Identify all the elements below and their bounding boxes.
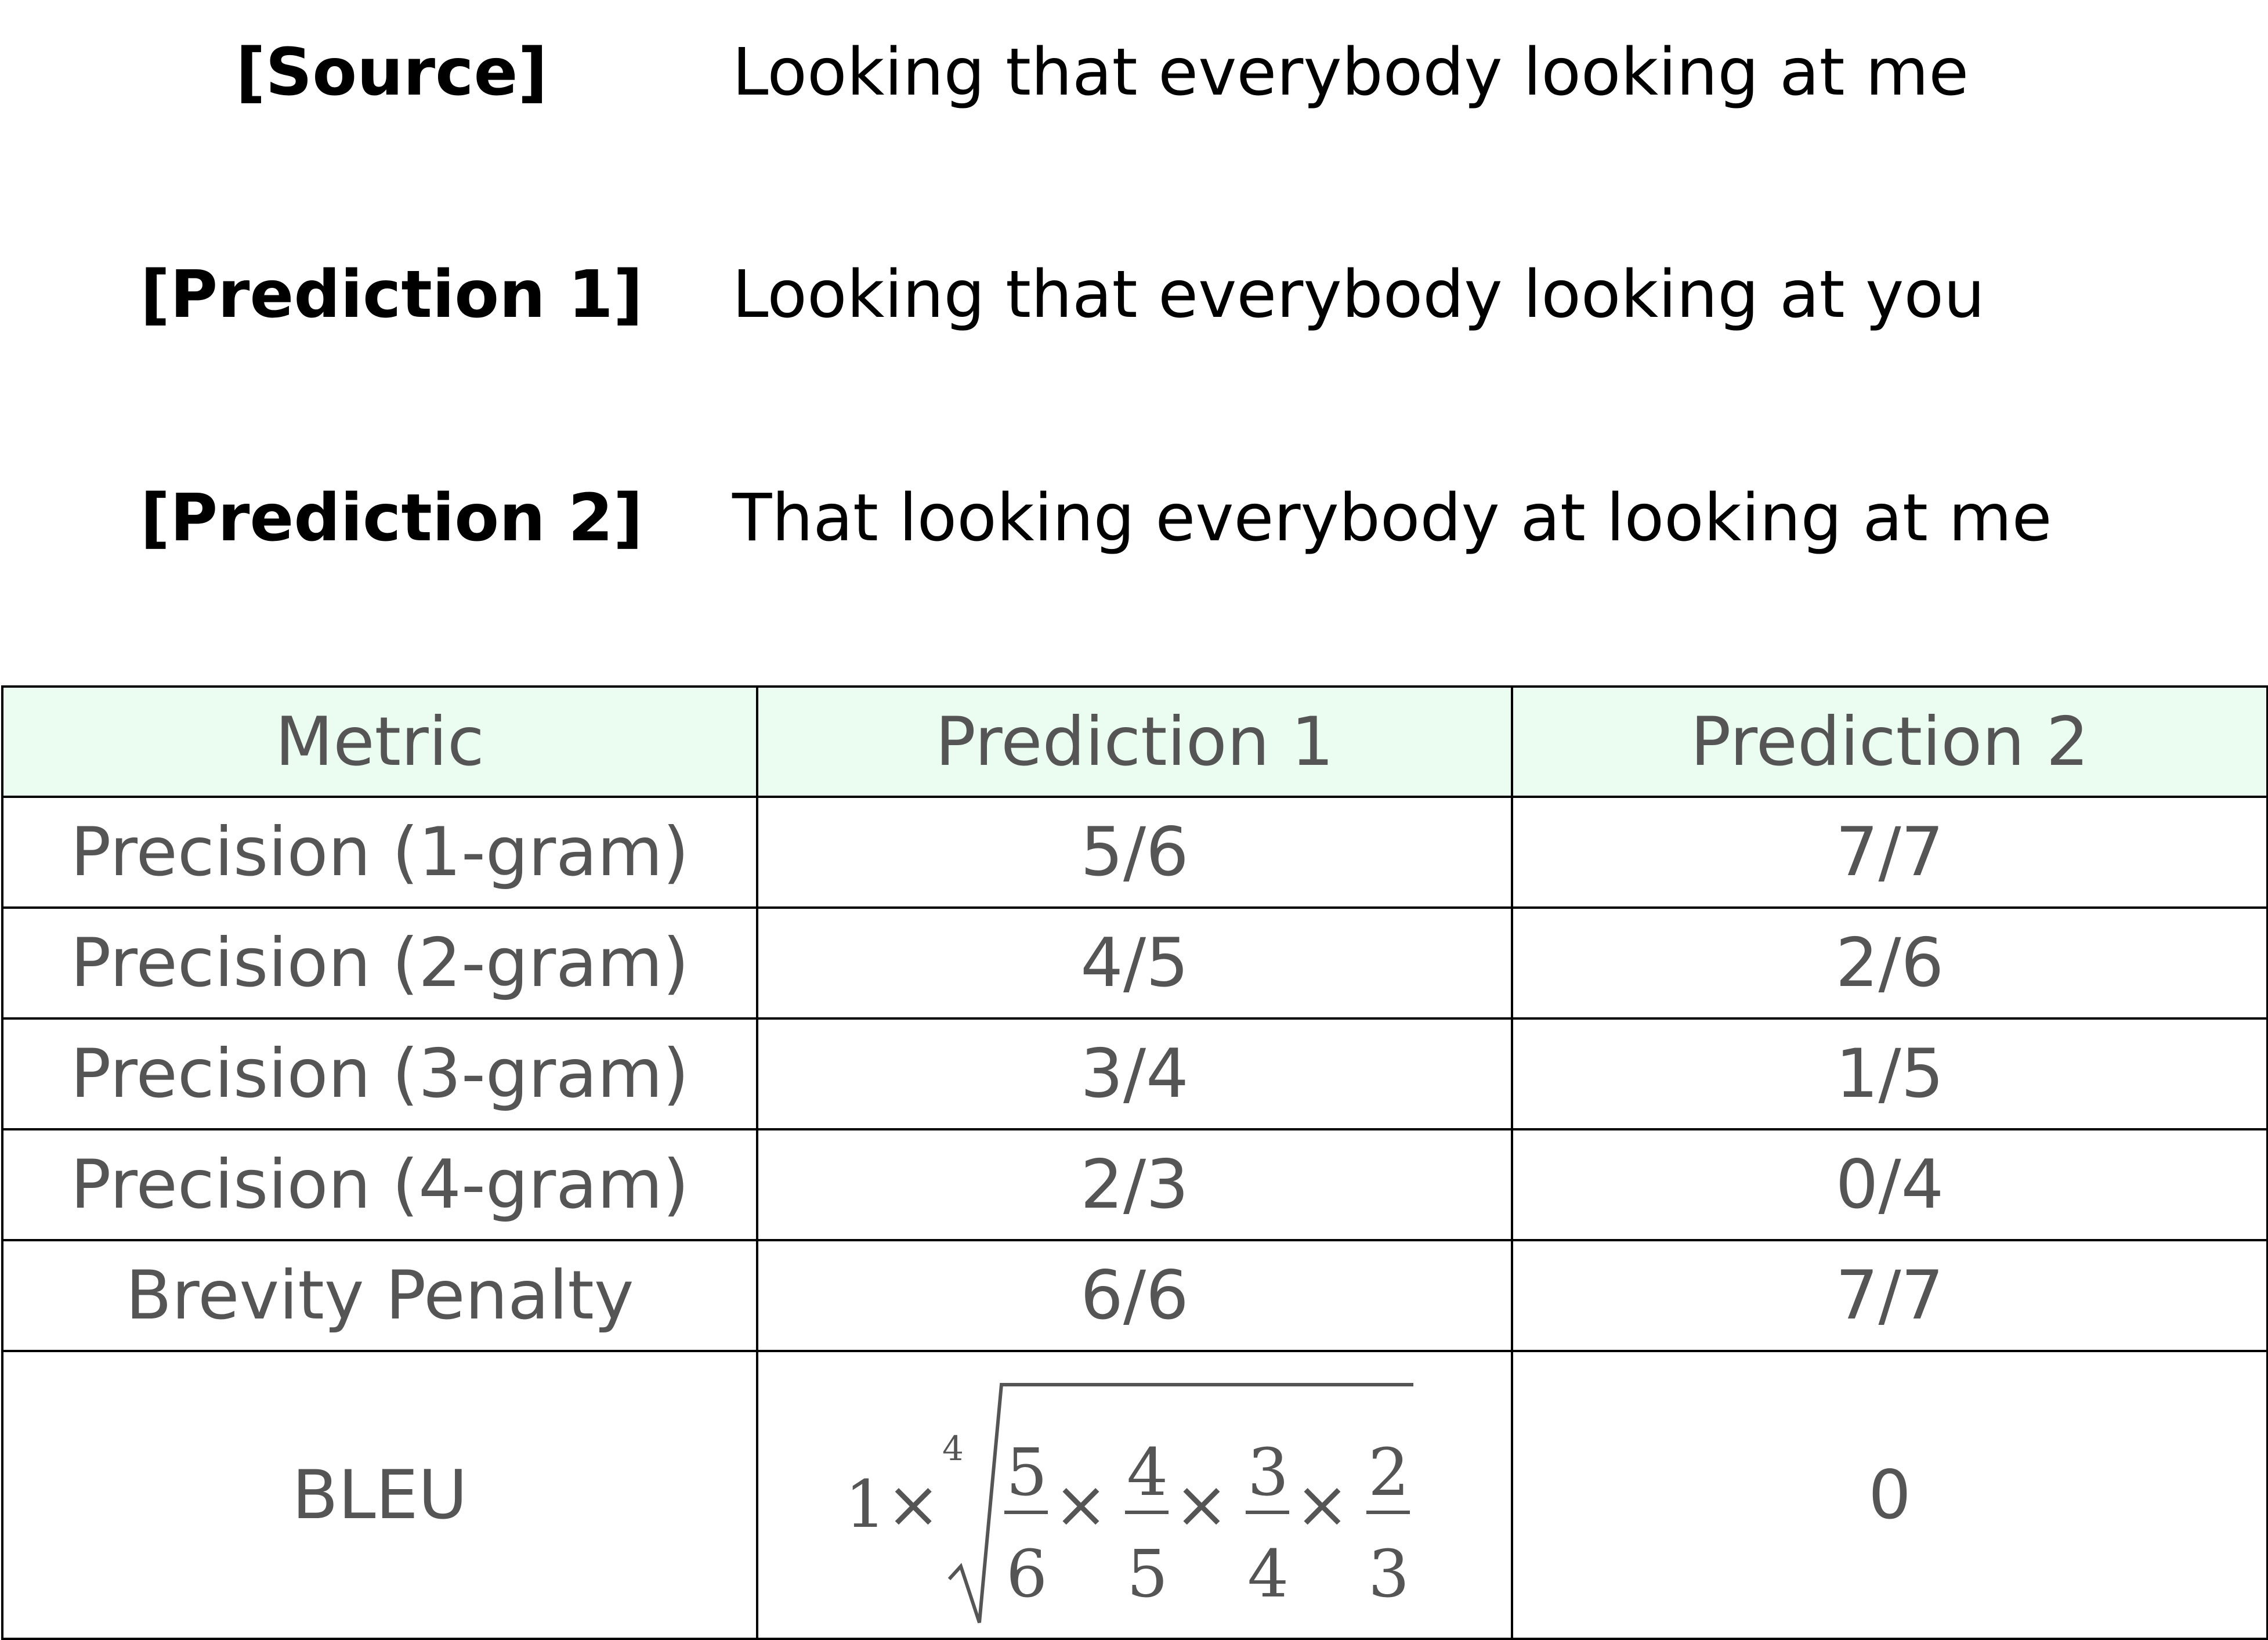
prediction-2-cell: 2/6 <box>1511 906 2268 1020</box>
formula-prefix: 1× <box>845 1467 941 1543</box>
metric-cell: Precision (2-gram) <box>1 906 758 1020</box>
bleu-prediction-2-cell: 0 <box>1511 1350 2268 1640</box>
fraction-numerator: 2 <box>1368 1435 1409 1511</box>
prediction-1-label: [Prediction 1] <box>140 257 643 333</box>
bleu-label-cell: BLEU <box>1 1350 758 1640</box>
metrics-table: Metric Prediction 1 Prediction 2 Precisi… <box>1 685 2268 1640</box>
prediction-1-cell: 3/4 <box>756 1017 1513 1130</box>
prediction-1-cell: 4/5 <box>756 906 1513 1020</box>
prediction-1-cell: 6/6 <box>756 1239 1513 1352</box>
times-sign: × <box>1174 1467 1229 1543</box>
source-row: [Source] Looking that everybody looking … <box>0 29 2268 116</box>
table-row: Brevity Penalty 6/6 7/7 <box>1 1239 2268 1352</box>
bleu-formula: 1× 4 5 6 × 4 5 × 3 <box>845 1359 1425 1631</box>
prediction-1-cell: 2/3 <box>756 1128 1513 1241</box>
metric-cell: Precision (4-gram) <box>1 1128 758 1241</box>
bleu-formula-svg: 1× 4 5 6 × 4 5 × 3 <box>845 1383 1413 1623</box>
source-label: [Source] <box>236 35 548 110</box>
prediction-1-text: Looking that everybody looking at you <box>732 257 1985 333</box>
fraction-denominator: 4 <box>1247 1537 1289 1612</box>
header-prediction-2: Prediction 2 <box>1511 685 2268 798</box>
metric-cell: Precision (1-gram) <box>1 796 758 909</box>
header-metric: Metric <box>1 685 758 798</box>
prediction-2-cell: 7/7 <box>1511 1239 2268 1352</box>
source-text: Looking that everybody looking at me <box>732 35 1969 110</box>
fraction-numerator: 4 <box>1127 1435 1168 1511</box>
prediction-2-cell: 0/4 <box>1511 1128 2268 1241</box>
prediction-2-text: That looking everybody at looking at me <box>732 481 2052 556</box>
fraction-denominator: 5 <box>1127 1537 1168 1612</box>
table-row: Precision (3-gram) 3/4 1/5 <box>1 1017 2268 1130</box>
table-row: Precision (1-gram) 5/6 7/7 <box>1 796 2268 909</box>
metric-cell: Precision (3-gram) <box>1 1017 758 1130</box>
times-sign: × <box>1054 1467 1108 1543</box>
prediction-2-label: [Prediction 2] <box>140 481 643 556</box>
radical-sign <box>947 1383 1413 1623</box>
metric-cell: Brevity Penalty <box>1 1239 758 1352</box>
fraction-numerator: 5 <box>1006 1435 1047 1511</box>
prediction-2-cell: 7/7 <box>1511 796 2268 909</box>
prediction-2-cell: 1/5 <box>1511 1017 2268 1130</box>
prediction-2-row: [Prediction 2] That looking everybody at… <box>0 475 2268 562</box>
bleu-formula-cell: 1× 4 5 6 × 4 5 × 3 <box>756 1350 1513 1640</box>
times-sign: × <box>1295 1467 1350 1543</box>
table-header-row: Metric Prediction 1 Prediction 2 <box>1 685 2268 798</box>
fraction-denominator: 6 <box>1006 1537 1047 1612</box>
prediction-1-row: [Prediction 1] Looking that everybody lo… <box>0 251 2268 338</box>
prediction-1-cell: 5/6 <box>756 796 1513 909</box>
header-prediction-1: Prediction 1 <box>756 685 1513 798</box>
fraction-denominator: 3 <box>1368 1537 1409 1612</box>
fraction-numerator: 3 <box>1247 1435 1289 1511</box>
table-row: Precision (2-gram) 4/5 2/6 <box>1 906 2268 1020</box>
formula-root-index: 4 <box>942 1429 964 1468</box>
table-row: Precision (4-gram) 2/3 0/4 <box>1 1128 2268 1241</box>
bleu-row: BLEU 1× 4 5 6 × 4 <box>1 1350 2268 1640</box>
